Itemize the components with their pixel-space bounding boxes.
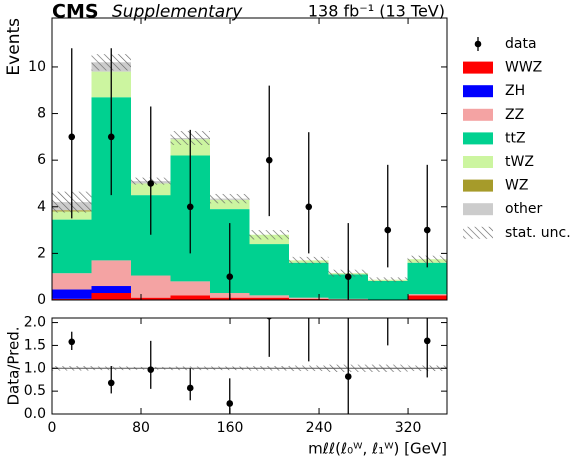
data-point <box>423 226 431 234</box>
ratio-y-tick-label: 0.5 <box>24 383 46 399</box>
y-tick-label: 6 <box>37 152 46 168</box>
legend-label: tWZ <box>505 154 534 170</box>
stat-unc <box>210 193 250 204</box>
stack-segment <box>289 297 329 299</box>
ratio-point <box>423 337 431 345</box>
stack-segment <box>249 297 289 300</box>
stack-segment <box>368 280 408 300</box>
experiment: CMS <box>52 1 99 23</box>
x-tick-label: 0 <box>48 420 57 436</box>
data-point <box>344 273 352 280</box>
stat-unc <box>289 256 329 264</box>
stack-segment <box>407 295 447 300</box>
legend-swatch <box>463 179 493 192</box>
legend-label: WWZ <box>505 60 542 76</box>
legend-swatch <box>463 203 493 216</box>
stack-segment <box>91 293 131 300</box>
stack-segment <box>289 262 329 298</box>
stack-segment <box>52 219 92 274</box>
data-point <box>107 133 115 141</box>
data-point <box>265 156 273 164</box>
stack-segment <box>249 295 289 298</box>
legend-label: stat. unc. <box>505 225 571 241</box>
x-axis-label: mℓℓ(ℓ₀ᵂ, ℓ₁ᵂ) [GeV] <box>308 440 447 458</box>
y-axis-label: Events <box>4 18 24 76</box>
stack-segment <box>52 298 92 300</box>
stack-segment <box>91 260 131 287</box>
stack-segment <box>91 286 131 294</box>
data-point <box>186 203 194 211</box>
legend-marker <box>474 40 482 48</box>
stack-segment <box>131 297 171 300</box>
x-tick-label: 80 <box>132 420 150 436</box>
x-tick-label: 320 <box>395 420 422 436</box>
ratio-point <box>186 384 194 392</box>
frame <box>51 17 448 301</box>
ratio-y-tick-label: 2.0 <box>24 315 46 331</box>
ratio-plot <box>52 303 447 414</box>
ratio-point <box>305 303 312 310</box>
legend-swatch <box>463 61 493 74</box>
lumi: 138 fb⁻¹ (13 TeV) <box>308 2 445 21</box>
stack-segment <box>249 234 289 245</box>
ratio-point <box>68 338 76 346</box>
legend-swatch <box>463 108 493 121</box>
stack-segment <box>289 298 329 300</box>
data-point <box>226 273 234 280</box>
stack-segment <box>210 199 250 210</box>
y-tick-label: 0 <box>37 292 46 308</box>
x-tick-label: 160 <box>217 420 244 436</box>
data-point <box>305 203 313 211</box>
tag: Supplementary <box>112 2 243 22</box>
stat-unc <box>249 230 289 240</box>
axes: 0 2 4 6 8 10 data WWZ ZH ZZ ttZ tWZ WZ other stat. unc… <box>24 17 571 436</box>
y-tick-label: 2 <box>37 245 46 261</box>
ratio-y-tick-label: 1.5 <box>24 337 46 353</box>
legend-label: ZH <box>505 83 525 99</box>
legend-swatch <box>463 156 493 168</box>
stack-segment <box>407 294 447 296</box>
stack-segment <box>407 262 447 295</box>
x-tick-label: 240 <box>306 420 333 436</box>
ratio-y-label: Data/Pred. <box>5 326 23 405</box>
legend-label: ZZ <box>505 107 524 123</box>
stack-segment <box>131 275 171 298</box>
legend-swatch <box>463 132 493 145</box>
y-tick-label: 10 <box>28 59 46 75</box>
data-point <box>68 133 76 141</box>
y-tick-label: 8 <box>37 106 46 122</box>
legend-label: WZ <box>505 178 528 194</box>
legend-label: ttZ <box>505 130 526 146</box>
stat-unc <box>368 277 408 283</box>
ratio-point <box>226 400 234 407</box>
ratio-y-tick-label: 0.0 <box>24 406 46 422</box>
stack-segment <box>249 244 289 296</box>
stack-segment <box>170 295 210 300</box>
ratio-point <box>344 373 352 380</box>
legend-label: data <box>505 36 537 52</box>
y-tick-label: 4 <box>37 199 46 215</box>
stack-segment <box>52 289 92 299</box>
legend-swatch <box>463 226 493 239</box>
data-point <box>147 180 155 187</box>
main-plot <box>52 48 447 300</box>
legend-label: other <box>505 201 543 217</box>
stack-segment <box>52 273 92 290</box>
legend-swatch <box>463 85 493 98</box>
frame <box>51 317 448 415</box>
stack-segment <box>170 281 210 296</box>
data-point <box>384 226 392 234</box>
ratio-point <box>147 366 155 373</box>
ratio-point <box>107 379 115 387</box>
ratio-y-tick-label: 1.0 <box>24 360 46 376</box>
